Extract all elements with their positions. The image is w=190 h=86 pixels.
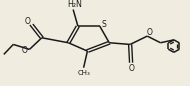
Text: O: O (21, 46, 27, 55)
Text: O: O (129, 64, 135, 73)
Text: CH₃: CH₃ (77, 70, 90, 76)
Text: O: O (146, 28, 152, 37)
Text: S: S (101, 20, 106, 29)
Text: O: O (25, 17, 31, 26)
Text: H₂N: H₂N (68, 0, 82, 9)
